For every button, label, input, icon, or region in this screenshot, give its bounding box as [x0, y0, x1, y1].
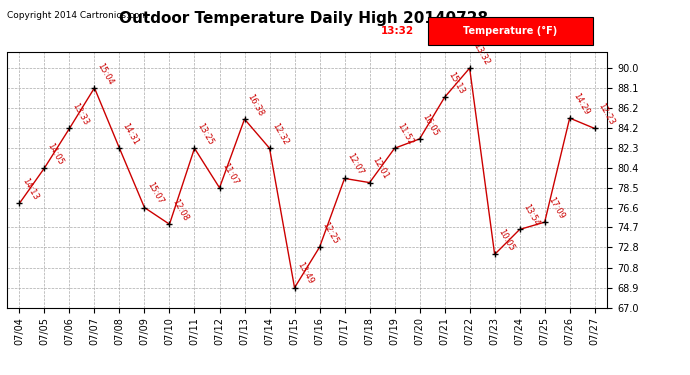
Text: 14:05: 14:05 — [46, 141, 66, 166]
Text: Temperature (°F): Temperature (°F) — [464, 26, 558, 36]
Text: 14:29: 14:29 — [571, 92, 591, 117]
Text: 13:54: 13:54 — [521, 203, 541, 228]
Text: 17:09: 17:09 — [546, 195, 566, 220]
Text: 13:49: 13:49 — [296, 261, 315, 286]
Text: 14:13: 14:13 — [21, 177, 41, 202]
Text: 12:07: 12:07 — [346, 152, 366, 177]
Text: 15:07: 15:07 — [146, 181, 166, 206]
Text: 12:08: 12:08 — [170, 198, 190, 223]
Text: 14:31: 14:31 — [121, 122, 141, 147]
Text: 12:01: 12:01 — [371, 156, 391, 181]
Text: 13:33: 13:33 — [70, 102, 90, 127]
Text: 15:13: 15:13 — [446, 70, 466, 96]
Text: 12:23: 12:23 — [596, 102, 615, 127]
Text: 16:38: 16:38 — [246, 92, 266, 117]
Text: 13:32: 13:32 — [381, 26, 414, 36]
Text: 13:25: 13:25 — [196, 122, 215, 147]
Text: 16:05: 16:05 — [421, 112, 441, 137]
Text: 12:32: 12:32 — [270, 122, 290, 147]
Text: 15:04: 15:04 — [96, 61, 115, 86]
Text: 12:25: 12:25 — [321, 220, 340, 246]
Text: Copyright 2014 Cartronics.com: Copyright 2014 Cartronics.com — [7, 11, 148, 20]
Text: 11:07: 11:07 — [221, 161, 241, 186]
Text: 11:52: 11:52 — [396, 122, 415, 147]
Text: Outdoor Temperature Daily High 20140728: Outdoor Temperature Daily High 20140728 — [119, 11, 488, 26]
Text: 10:05: 10:05 — [496, 228, 515, 253]
Text: 13:32: 13:32 — [471, 41, 491, 66]
